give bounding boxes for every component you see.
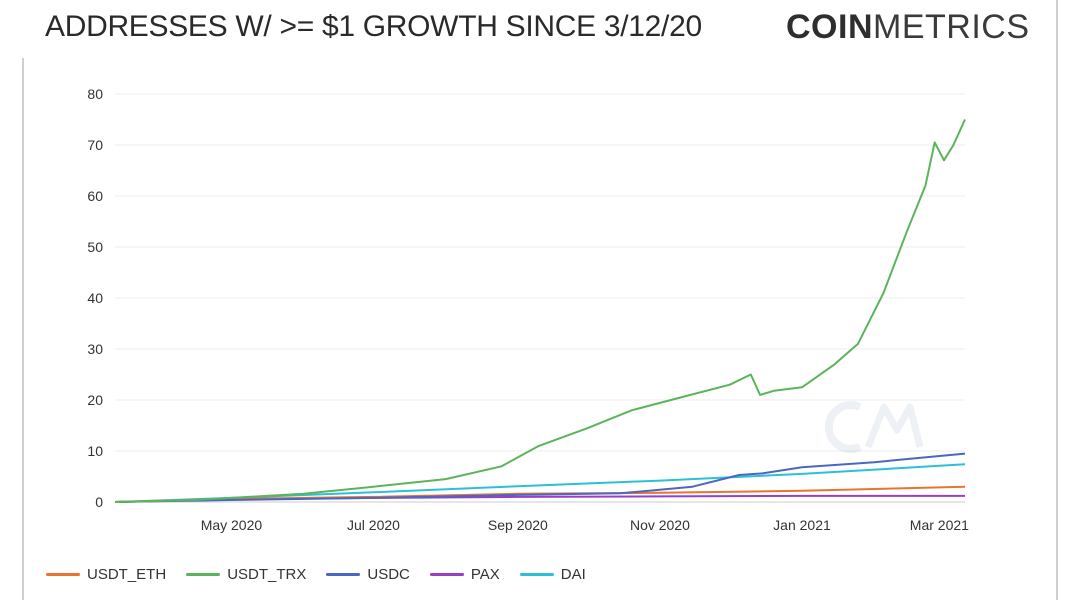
y-tick-label: 80 [87, 86, 103, 102]
legend-swatch [326, 573, 361, 576]
card-border-right [1056, 0, 1058, 600]
x-tick-label: May 2020 [201, 517, 263, 533]
y-tick-label: 50 [87, 239, 103, 255]
card-border-left [22, 58, 24, 600]
legend-label: DAI [560, 566, 586, 583]
y-tick-label: 70 [87, 137, 103, 153]
y-tick-label: 30 [87, 341, 103, 357]
x-tick-label: Sep 2020 [488, 517, 548, 533]
legend-item-usdc[interactable]: USDC [326, 566, 410, 583]
y-tick-label: 60 [87, 188, 103, 204]
series-line-usdc [114, 452, 966, 503]
series-line-usdt_trx [114, 119, 966, 503]
legend-swatch [46, 573, 80, 576]
cm-watermark [824, 401, 924, 453]
coinmetrics-logo: COINMETRICS [786, 8, 1030, 47]
x-tick-label: Nov 2020 [630, 517, 690, 533]
x-axis-ticks: May 2020 Jul 2020 Sep 2020 Nov 2020 Jan 2021… [201, 517, 969, 533]
legend-label: USDC [367, 566, 410, 583]
logo-bold-text: COIN [786, 8, 873, 46]
y-tick-label: 40 [87, 290, 103, 306]
legend-label: USDT_TRX [227, 566, 307, 583]
x-tick-label: Mar 2021 [910, 517, 969, 533]
y-tick-label: 20 [87, 392, 103, 408]
series-lines [114, 119, 966, 503]
legend-item-pax[interactable]: PAX [429, 566, 500, 583]
chart-title: ADDRESSES W/ >= $1 GROWTH SINCE 3/12/20 [45, 10, 702, 43]
legend-label: PAX [470, 566, 500, 583]
x-tick-label: Jul 2020 [347, 517, 400, 533]
gridlines [115, 93, 965, 503]
legend-item-dai[interactable]: DAI [519, 566, 586, 583]
x-tick-label: Jan 2021 [773, 517, 831, 533]
legend-item-usdt_trx[interactable]: USDT_TRX [186, 566, 306, 583]
legend-swatch [519, 573, 554, 576]
legend-swatch [429, 573, 464, 576]
y-tick-label: 10 [87, 443, 103, 459]
y-axis-ticks: 0 10 20 30 40 50 60 70 80 [87, 86, 103, 510]
logo-light-text: METRICS [873, 8, 1030, 46]
y-tick-label: 0 [95, 494, 103, 510]
legend-label: USDT_ETH [87, 566, 167, 583]
legend-item-usdt_eth[interactable]: USDT_ETH [46, 566, 166, 583]
legend-swatch [186, 573, 221, 576]
legend: USDT_ETH USDT_TRX USDC PAX DAI [46, 566, 606, 583]
